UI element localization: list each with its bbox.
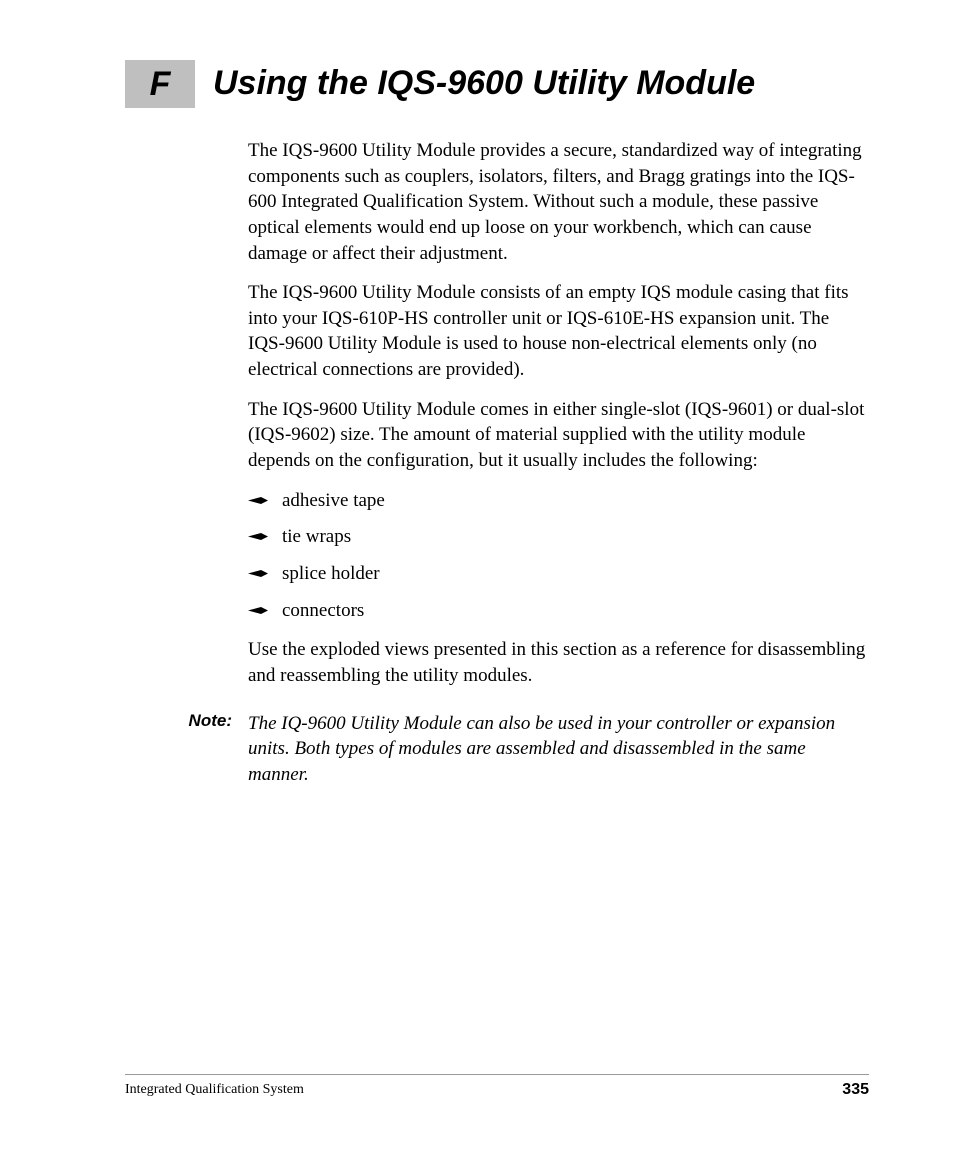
page-footer: Integrated Qualification System 335 bbox=[125, 1074, 869, 1099]
note-block: Note: The IQ-9600 Utility Module can als… bbox=[125, 711, 869, 788]
page-title: Using the IQS-9600 Utility Module bbox=[213, 62, 755, 105]
arrow-icon bbox=[248, 488, 268, 514]
list-item-text: adhesive tape bbox=[282, 488, 385, 514]
bullet-list: adhesive tape tie wraps splice holder co… bbox=[248, 488, 869, 624]
footer-page-number: 335 bbox=[842, 1081, 869, 1099]
paragraph-2: The IQS-9600 Utility Module consists of … bbox=[248, 280, 869, 383]
appendix-badge: F bbox=[125, 60, 195, 108]
paragraph-4: Use the exploded views presented in this… bbox=[248, 637, 869, 688]
heading-row: F Using the IQS-9600 Utility Module bbox=[125, 60, 869, 108]
list-item: adhesive tape bbox=[248, 488, 869, 514]
page-content: F Using the IQS-9600 Utility Module The … bbox=[0, 0, 954, 787]
note-text: The IQ-9600 Utility Module can also be u… bbox=[248, 711, 869, 788]
body-section-2: Use the exploded views presented in this… bbox=[248, 637, 869, 688]
list-item-text: splice holder bbox=[282, 561, 380, 587]
arrow-icon bbox=[248, 598, 268, 624]
arrow-icon bbox=[248, 524, 268, 550]
appendix-letter: F bbox=[150, 65, 171, 104]
list-item-text: tie wraps bbox=[282, 524, 351, 550]
footer-doc-title: Integrated Qualification System bbox=[125, 1082, 304, 1098]
list-item: tie wraps bbox=[248, 524, 869, 550]
paragraph-1: The IQS-9600 Utility Module provides a s… bbox=[248, 138, 869, 266]
list-item: connectors bbox=[248, 598, 869, 624]
list-item-text: connectors bbox=[282, 598, 364, 624]
arrow-icon bbox=[248, 561, 268, 587]
note-label: Note: bbox=[125, 711, 248, 731]
body-section-1: The IQS-9600 Utility Module provides a s… bbox=[248, 138, 869, 474]
list-item: splice holder bbox=[248, 561, 869, 587]
paragraph-3: The IQS-9600 Utility Module comes in eit… bbox=[248, 397, 869, 474]
